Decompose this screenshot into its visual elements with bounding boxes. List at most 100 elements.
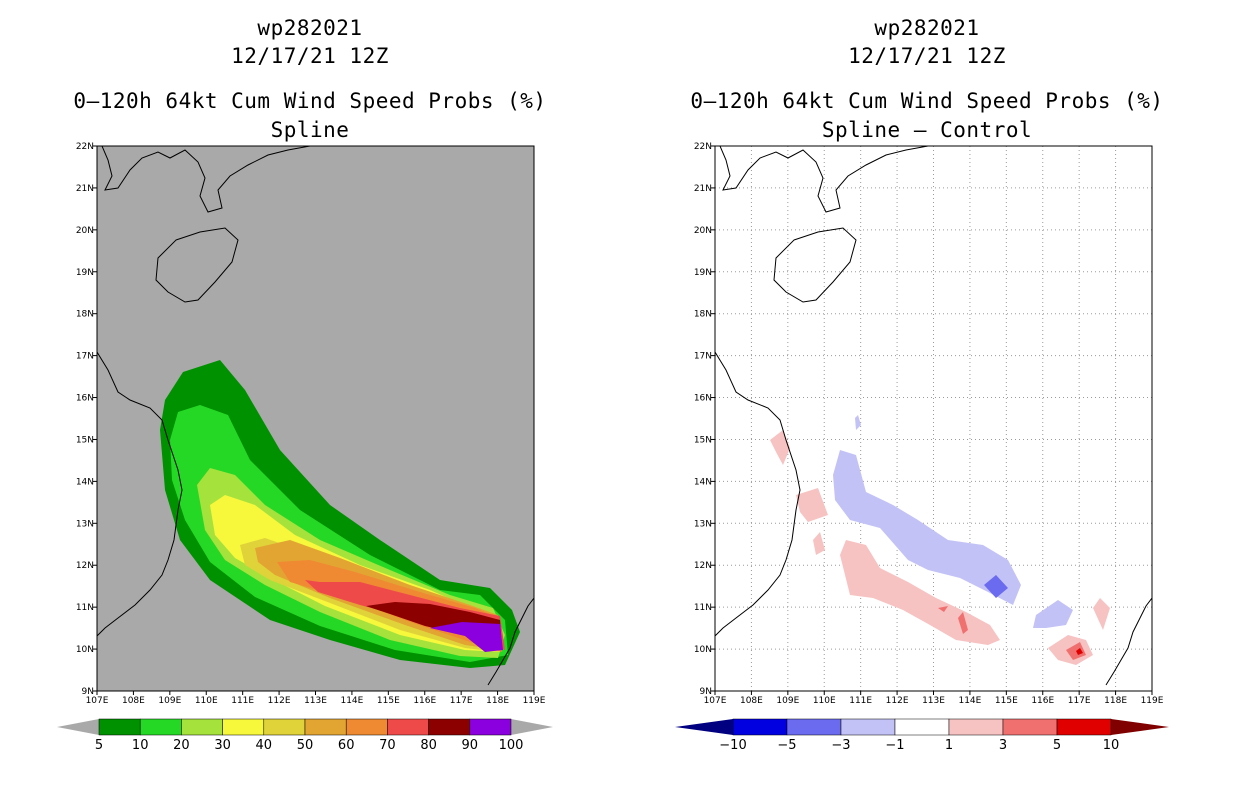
spline-probability-map: 107E 108E 109E 110E 111E 112E 113E 114E 115E 116E… <box>57 142 553 753</box>
colorbar-swatch <box>428 718 471 736</box>
lat-tick-label: 15N <box>694 435 712 445</box>
datetime-title: 12/17/21 12Z <box>848 44 1006 68</box>
lon-tick-label: 118E <box>1104 696 1127 706</box>
colorbar-swatch <box>304 718 347 736</box>
colorbar-label: 1 <box>945 738 953 753</box>
product-title: 0–120h 64kt Cum Wind Speed Probs (%) <box>73 89 547 113</box>
colorbar-label: 10 <box>132 738 149 753</box>
product-title: 0–120h 64kt Cum Wind Speed Probs (%) <box>690 89 1164 113</box>
lat-tick-label: 12N <box>76 561 94 571</box>
lon-tick-label: 108E <box>122 696 145 706</box>
colorbar-high-arrow <box>511 719 553 735</box>
lat-tick-label: 16N <box>76 394 94 404</box>
storm-id-title: wp282021 <box>257 16 363 40</box>
colorbar-label: −3 <box>831 738 850 753</box>
colorbar-label: 30 <box>214 738 231 753</box>
colorbar-label: −1 <box>885 738 904 753</box>
map-subtitle: Spline <box>270 118 350 142</box>
colorbar-label: 5 <box>95 738 103 753</box>
lon-tick-label: 115E <box>377 696 400 706</box>
colorbar: −10 −5 −3 −1 1 3 5 10 <box>675 718 1169 753</box>
colorbar-swatch <box>469 718 512 736</box>
lon-tick-label: 113E <box>304 696 327 706</box>
lon-tick-label: 110E <box>813 696 836 706</box>
lon-tick-label: 107E <box>86 696 109 706</box>
colorbar-low-arrow <box>675 719 733 735</box>
lon-tick-label: 119E <box>523 696 546 706</box>
lat-tick-label: 17N <box>76 352 94 362</box>
colorbar-swatch <box>894 718 950 736</box>
lon-tick-label: 113E <box>922 696 945 706</box>
lon-tick-label: 109E <box>776 696 799 706</box>
colorbar-label: 100 <box>499 738 524 753</box>
colorbar-swatch <box>387 718 429 736</box>
lat-tick-label: 20N <box>76 226 94 236</box>
lat-tick-label: 19N <box>76 268 94 278</box>
coastlines <box>97 146 534 686</box>
lat-tick-label: 20N <box>694 226 712 236</box>
lon-tick-label: 110E <box>195 696 218 706</box>
colorbar-swatch <box>1056 718 1112 736</box>
colorbar-high-arrow <box>1111 719 1169 735</box>
lon-tick-label: 119E <box>1141 696 1164 706</box>
difference-map: 107E 108E 109E 110E 111E 112E 113E 114E 115E 116E… <box>675 142 1169 753</box>
colorbar-swatch <box>345 718 388 736</box>
lon-tick-label: 116E <box>1031 696 1054 706</box>
datetime-title: 12/17/21 12Z <box>231 44 389 68</box>
colorbar-label: 80 <box>420 738 437 753</box>
colorbar-swatch <box>840 718 896 736</box>
axis-labels: 107E 108E 109E 110E 111E 112E 113E 114E 115E 116E… <box>76 142 546 706</box>
lat-tick-label: 13N <box>76 519 94 529</box>
lon-tick-label: 117E <box>1068 696 1091 706</box>
colorbar-swatch <box>1002 718 1058 736</box>
axis-labels: 107E 108E 109E 110E 111E 112E 113E 114E 115E 116E… <box>694 142 1164 706</box>
lat-tick-label: 21N <box>694 184 712 194</box>
lon-tick-label: 115E <box>995 696 1018 706</box>
lon-tick-label: 111E <box>231 696 254 706</box>
lon-tick-label: 116E <box>413 696 436 706</box>
lat-tick-label: 21N <box>76 184 94 194</box>
lon-tick-label: 111E <box>849 696 872 706</box>
lon-tick-label: 108E <box>740 696 763 706</box>
coastlines <box>715 146 1152 686</box>
lat-tick-label: 13N <box>694 519 712 529</box>
lon-tick-label: 114E <box>958 696 981 706</box>
colorbar-low-arrow <box>57 719 99 735</box>
colorbar-label: 5 <box>1053 738 1061 753</box>
lon-tick-label: 112E <box>886 696 909 706</box>
lat-tick-label: 22N <box>694 142 712 152</box>
colorbar: 5 10 20 30 40 50 60 70 80 90 100 <box>57 718 553 753</box>
spline-map-panel: wp282021 12/17/21 12Z 0–120h 64kt Cum Wi… <box>57 16 553 753</box>
lat-tick-label: 18N <box>76 310 94 320</box>
colorbar-label: 90 <box>462 738 479 753</box>
lon-tick-label: 118E <box>486 696 509 706</box>
colorbar-swatch <box>98 718 141 736</box>
colorbar-label: −5 <box>777 738 796 753</box>
lat-tick-label: 9N <box>82 687 94 697</box>
lat-tick-label: 15N <box>76 435 94 445</box>
lon-tick-label: 114E <box>340 696 363 706</box>
lon-tick-label: 112E <box>268 696 291 706</box>
difference-map-panel: wp282021 12/17/21 12Z 0–120h 64kt Cum Wi… <box>618 0 1236 800</box>
lat-tick-label: 12N <box>694 561 712 571</box>
grid-lines <box>715 146 1152 691</box>
map-subtitle: Spline – Control <box>821 118 1033 142</box>
colorbar-label: 50 <box>297 738 314 753</box>
difference-contours <box>770 415 1110 665</box>
lon-tick-label: 109E <box>158 696 181 706</box>
colorbar-swatch <box>222 718 265 736</box>
colorbar-swatch <box>786 718 842 736</box>
colorbar-label: −10 <box>719 738 746 753</box>
lat-tick-label: 19N <box>694 268 712 278</box>
lat-tick-label: 11N <box>76 603 94 613</box>
lat-tick-label: 9N <box>700 687 712 697</box>
colorbar-label: 70 <box>379 738 396 753</box>
lat-tick-label: 14N <box>694 477 712 487</box>
colorbar-label: 60 <box>338 738 355 753</box>
colorbar-swatch <box>732 718 788 736</box>
lat-tick-label: 22N <box>76 142 94 152</box>
lat-tick-label: 10N <box>76 645 94 655</box>
colorbar-label: 10 <box>1103 738 1120 753</box>
lat-tick-label: 11N <box>694 603 712 613</box>
lat-tick-label: 14N <box>76 477 94 487</box>
